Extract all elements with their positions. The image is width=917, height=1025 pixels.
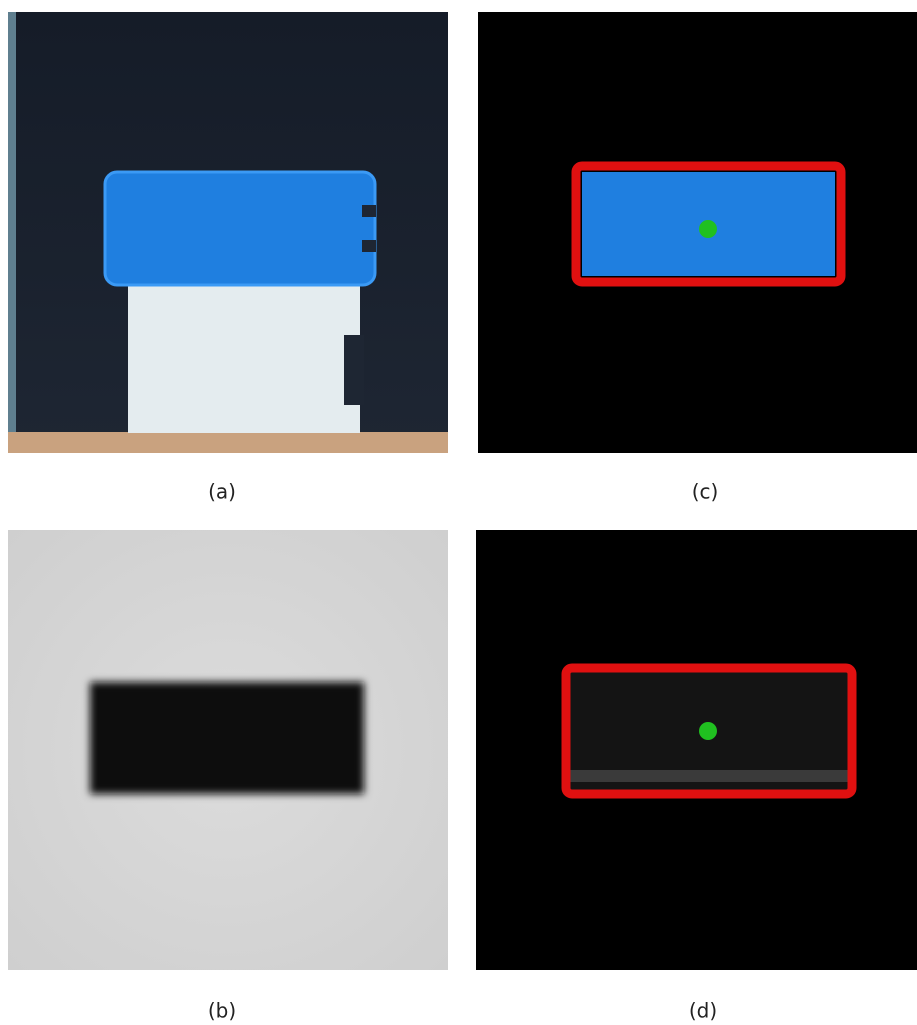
- caption: (b): [208, 999, 236, 1023]
- caption: (d): [689, 999, 717, 1023]
- edge-strip: [8, 12, 16, 432]
- notch: [362, 240, 376, 252]
- panel-d: [476, 530, 917, 970]
- notch: [362, 205, 376, 217]
- blue-block: [105, 172, 375, 285]
- table: [8, 432, 448, 453]
- panel-a: [8, 12, 448, 453]
- notch: [344, 335, 364, 405]
- panel-c: [478, 12, 917, 453]
- white-block: [128, 283, 360, 433]
- center-point: [699, 722, 717, 740]
- block-edge: [570, 770, 848, 782]
- center-point: [699, 220, 717, 238]
- caption: (c): [692, 480, 719, 504]
- panel-b: [8, 530, 448, 970]
- caption: (a): [208, 480, 236, 504]
- figure: (a) (c) (b) (d): [0, 0, 917, 1025]
- depth-block: [90, 682, 364, 794]
